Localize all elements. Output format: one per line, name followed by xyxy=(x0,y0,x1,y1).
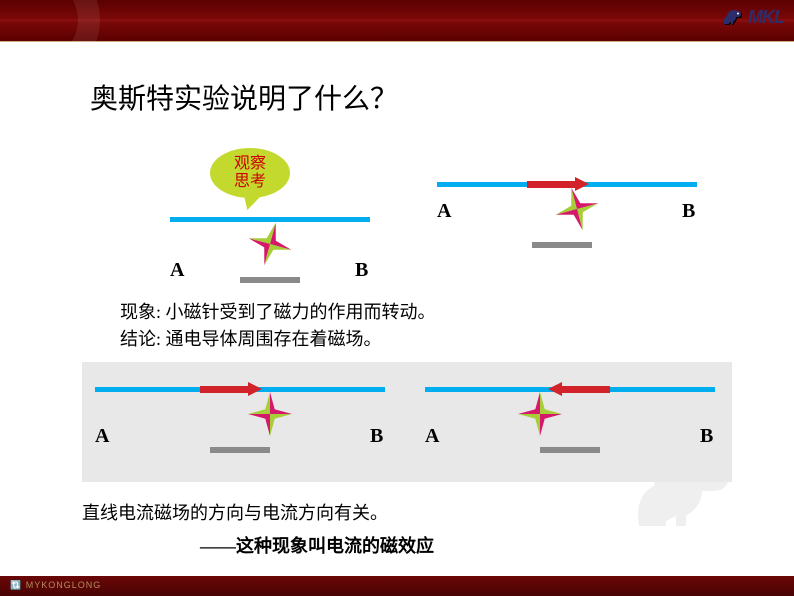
final-line-2: ——这种现象叫电流的磁效应 xyxy=(200,532,434,558)
logo-text: MKL xyxy=(748,7,784,28)
label-a: A xyxy=(95,425,109,448)
diagram-3: A B xyxy=(95,387,385,477)
compass xyxy=(245,389,295,439)
bubble-line2: 思考 xyxy=(234,173,266,191)
bubble-line1: 观察 xyxy=(234,155,266,173)
observation-text: 小磁针受到了磁力的作用而转动。 xyxy=(166,302,436,322)
conclusion-label: 结论: xyxy=(120,329,161,349)
observation-row: 现象: 小磁针受到了磁力的作用而转动。 结论: 通电导体周围存在着磁场。 xyxy=(120,299,436,353)
page-title: 奥斯特实验说明了什么？ xyxy=(0,42,794,117)
label-a: A xyxy=(170,259,184,282)
header-band: MKL xyxy=(0,0,794,42)
label-a: A xyxy=(425,425,439,448)
current-arrow xyxy=(200,386,248,393)
content: 奥斯特实验说明了什么？ 观察 思考 A B xyxy=(0,42,794,117)
base xyxy=(540,447,600,453)
thought-bubble: 观察 思考 xyxy=(210,148,290,198)
dino-icon xyxy=(720,4,746,30)
final-line-1: 直线电流磁场的方向与电流方向有关。 xyxy=(82,499,388,525)
logo: MKL xyxy=(720,4,784,30)
diagram-4: A B xyxy=(425,387,715,477)
label-b: B xyxy=(682,200,695,223)
label-b: B xyxy=(355,259,368,282)
current-arrow xyxy=(562,386,610,393)
diagram-2: A B xyxy=(437,182,697,272)
footer-band: 🔃 MYKONGLONG xyxy=(0,576,794,596)
diagram-1: A B xyxy=(170,217,370,307)
compass xyxy=(515,389,565,439)
label-a: A xyxy=(437,200,451,223)
base xyxy=(532,242,592,248)
observation-label: 现象: xyxy=(120,302,161,322)
base xyxy=(210,447,270,453)
base xyxy=(240,277,300,283)
compass xyxy=(245,219,295,269)
conclusion-text: 通电导体周围存在着磁场。 xyxy=(166,329,382,349)
label-b: B xyxy=(370,425,383,448)
label-b: B xyxy=(700,425,713,448)
compass xyxy=(552,184,602,234)
footer-text: 🔃 MYKONGLONG xyxy=(0,576,794,595)
